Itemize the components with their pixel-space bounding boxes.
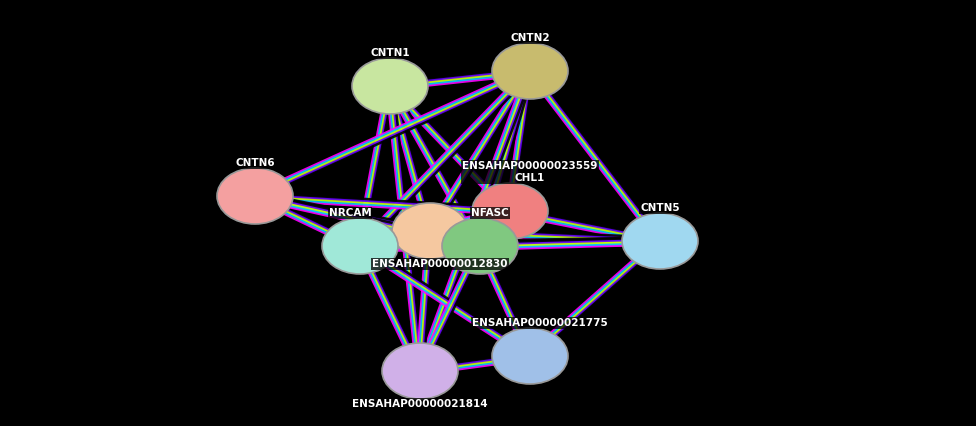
Ellipse shape bbox=[492, 328, 568, 384]
Text: NRCAM: NRCAM bbox=[329, 208, 372, 218]
Ellipse shape bbox=[492, 43, 568, 99]
Ellipse shape bbox=[622, 213, 698, 269]
Text: NFASC: NFASC bbox=[471, 208, 508, 218]
Text: CNTN6: CNTN6 bbox=[235, 158, 275, 168]
Ellipse shape bbox=[217, 168, 293, 224]
Ellipse shape bbox=[442, 218, 518, 274]
Text: CNTN5: CNTN5 bbox=[640, 203, 680, 213]
Text: ENSAHAP00000021814: ENSAHAP00000021814 bbox=[352, 399, 488, 409]
Ellipse shape bbox=[382, 343, 458, 399]
Text: CNTN1: CNTN1 bbox=[370, 48, 410, 58]
Text: ENSAHAP00000021775: ENSAHAP00000021775 bbox=[472, 318, 608, 328]
Ellipse shape bbox=[472, 183, 548, 239]
Ellipse shape bbox=[352, 58, 428, 114]
Text: CNTN2: CNTN2 bbox=[510, 33, 549, 43]
Text: ENSAHAP00000012830: ENSAHAP00000012830 bbox=[372, 259, 508, 269]
Text: ENSAHAP00000023559
CHL1: ENSAHAP00000023559 CHL1 bbox=[463, 161, 597, 183]
Ellipse shape bbox=[392, 203, 468, 259]
Ellipse shape bbox=[322, 218, 398, 274]
